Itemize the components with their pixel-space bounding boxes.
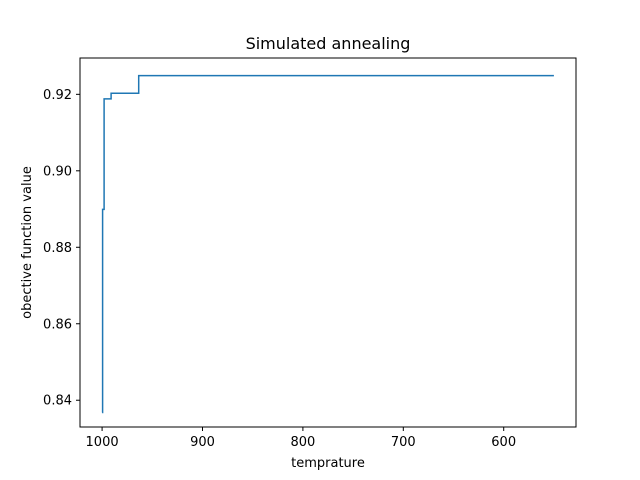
y-tick-label: 0.92 <box>43 88 72 103</box>
x-tick-label: 800 <box>290 435 315 450</box>
x-axis-label: temprature <box>291 456 365 471</box>
plot-area <box>101 74 554 414</box>
x-axis: 1000 900 800 700 600 <box>86 427 516 450</box>
chart-title: Simulated annealing <box>246 34 411 53</box>
x-tick-label: 600 <box>491 435 516 450</box>
y-axis: 0.84 0.86 0.88 0.90 0.92 <box>43 88 80 409</box>
y-tick-label: 0.86 <box>43 317 72 332</box>
x-tick-label: 1000 <box>86 435 119 450</box>
plot-frame <box>79 57 577 428</box>
y-tick-label: 0.90 <box>43 164 72 179</box>
x-tick-label: 700 <box>391 435 416 450</box>
y-axis-label: obective function value <box>20 166 35 319</box>
y-tick-label: 0.88 <box>43 241 72 256</box>
y-tick-label: 0.84 <box>43 394 72 409</box>
series-line <box>101 74 554 414</box>
x-tick-label: 900 <box>190 435 215 450</box>
